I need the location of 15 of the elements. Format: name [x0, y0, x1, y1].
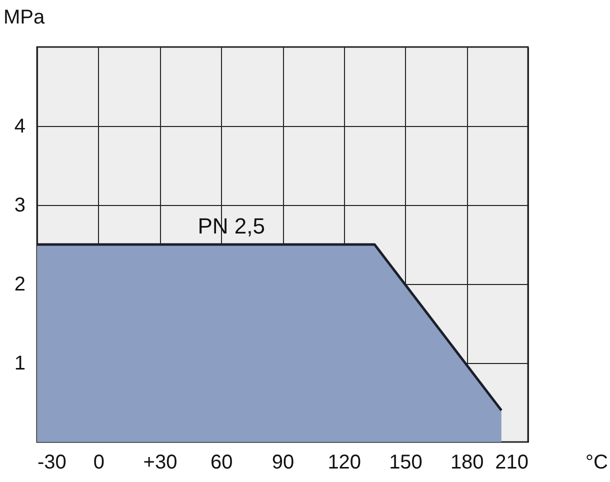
y-axis-title: MPa [4, 6, 46, 28]
x-tick-label: -30 [38, 452, 66, 474]
y-tick-label: 4 [14, 116, 26, 138]
x-tick-label: 180 [450, 452, 484, 474]
x-tick-label: 150 [389, 452, 422, 474]
x-tick-label: 0 [93, 452, 104, 474]
y-tick-label: 2 [14, 274, 26, 296]
x-tick-label: 210 [495, 452, 528, 474]
x-tick-label: 60 [210, 452, 233, 474]
x-tick-label: 90 [272, 452, 294, 474]
y-tick-label: 1 [14, 352, 26, 374]
x-tick-label: 120 [328, 452, 362, 474]
x-axis-title: °C [586, 452, 608, 474]
y-tick-label: 3 [14, 194, 26, 216]
x-tick-label: +30 [143, 452, 178, 474]
